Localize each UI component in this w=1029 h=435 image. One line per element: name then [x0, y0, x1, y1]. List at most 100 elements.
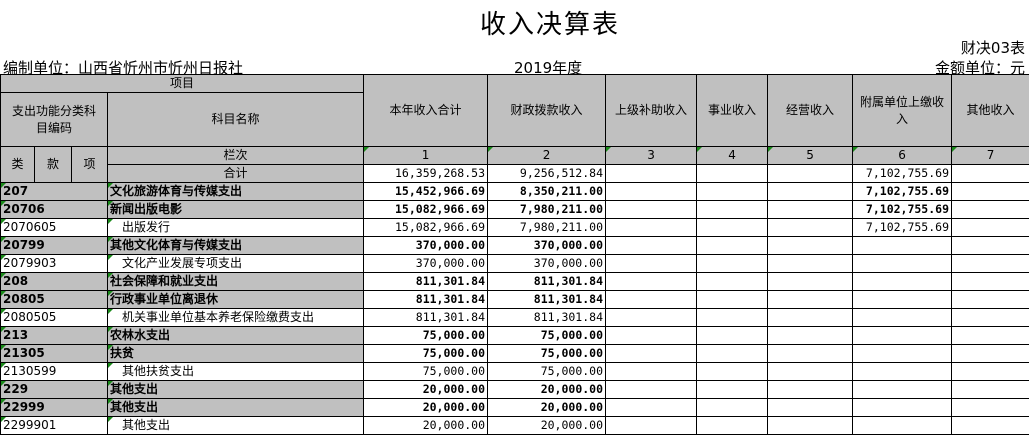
- value-cell[interactable]: [951, 326, 1029, 345]
- value-cell[interactable]: [605, 308, 698, 327]
- value-cell[interactable]: [852, 380, 953, 399]
- value-cell[interactable]: [767, 236, 854, 255]
- row-code[interactable]: 2080505: [0, 308, 108, 327]
- value-cell[interactable]: [605, 182, 698, 201]
- value-cell[interactable]: 75,000.00: [487, 362, 607, 381]
- value-cell[interactable]: [951, 398, 1029, 417]
- value-cell[interactable]: 811,301.84: [363, 308, 489, 327]
- value-cell[interactable]: [951, 218, 1029, 237]
- value-cell[interactable]: 20,000.00: [487, 380, 607, 399]
- total-cell[interactable]: [951, 164, 1029, 183]
- value-cell[interactable]: [696, 308, 769, 327]
- value-cell[interactable]: [951, 236, 1029, 255]
- value-cell[interactable]: 370,000.00: [487, 236, 607, 255]
- row-name[interactable]: 文化旅游体育与传媒支出: [106, 182, 365, 201]
- value-cell[interactable]: [767, 344, 854, 363]
- value-cell[interactable]: 7,102,755.69: [852, 200, 953, 219]
- value-cell[interactable]: 15,082,966.69: [363, 200, 489, 219]
- value-cell[interactable]: [951, 254, 1029, 273]
- row-code[interactable]: 22999: [0, 398, 108, 417]
- value-cell[interactable]: [852, 416, 953, 435]
- value-cell[interactable]: 7,102,755.69: [852, 218, 953, 237]
- value-cell[interactable]: 75,000.00: [363, 344, 489, 363]
- value-cell[interactable]: 20,000.00: [487, 398, 607, 417]
- value-cell[interactable]: [767, 254, 854, 273]
- value-cell[interactable]: 8,350,211.00: [487, 182, 607, 201]
- value-cell[interactable]: [605, 200, 698, 219]
- value-cell[interactable]: 75,000.00: [363, 362, 489, 381]
- row-name[interactable]: 其他支出: [106, 398, 365, 417]
- value-cell[interactable]: [852, 326, 953, 345]
- value-cell[interactable]: [696, 380, 769, 399]
- value-cell[interactable]: 811,301.84: [487, 290, 607, 309]
- value-cell[interactable]: 20,000.00: [363, 380, 489, 399]
- value-cell[interactable]: [852, 308, 953, 327]
- row-code[interactable]: 20706: [0, 200, 108, 219]
- value-cell[interactable]: [605, 362, 698, 381]
- row-code[interactable]: 2079903: [0, 254, 108, 273]
- value-cell[interactable]: 370,000.00: [487, 254, 607, 273]
- total-cell[interactable]: [696, 164, 769, 183]
- value-cell[interactable]: [951, 380, 1029, 399]
- value-cell[interactable]: [605, 416, 698, 435]
- value-cell[interactable]: 20,000.00: [363, 416, 489, 435]
- row-name[interactable]: 其他扶贫支出: [106, 362, 365, 381]
- value-cell[interactable]: [951, 290, 1029, 309]
- value-cell[interactable]: [852, 290, 953, 309]
- value-cell[interactable]: [696, 362, 769, 381]
- value-cell[interactable]: [767, 182, 854, 201]
- value-cell[interactable]: 75,000.00: [487, 326, 607, 345]
- value-cell[interactable]: 811,301.84: [487, 272, 607, 291]
- row-name[interactable]: 出版发行: [106, 218, 365, 237]
- value-cell[interactable]: 370,000.00: [363, 236, 489, 255]
- value-cell[interactable]: [605, 218, 698, 237]
- row-name[interactable]: 其他支出: [106, 380, 365, 399]
- value-cell[interactable]: 7,980,211.00: [487, 218, 607, 237]
- value-cell[interactable]: [852, 272, 953, 291]
- row-name[interactable]: 行政事业单位离退休: [106, 290, 365, 309]
- row-code[interactable]: 2299901: [0, 416, 108, 435]
- value-cell[interactable]: [767, 308, 854, 327]
- value-cell[interactable]: [605, 326, 698, 345]
- value-cell[interactable]: [767, 326, 854, 345]
- value-cell[interactable]: [696, 218, 769, 237]
- value-cell[interactable]: 20,000.00: [487, 416, 607, 435]
- row-name[interactable]: 社会保障和就业支出: [106, 272, 365, 291]
- value-cell[interactable]: [767, 416, 854, 435]
- value-cell[interactable]: [696, 200, 769, 219]
- row-name[interactable]: 新闻出版电影: [106, 200, 365, 219]
- value-cell[interactable]: [767, 380, 854, 399]
- value-cell[interactable]: [696, 416, 769, 435]
- total-cell[interactable]: 7,102,755.69: [852, 164, 953, 183]
- value-cell[interactable]: [951, 200, 1029, 219]
- value-cell[interactable]: [852, 344, 953, 363]
- value-cell[interactable]: [852, 236, 953, 255]
- value-cell[interactable]: [605, 380, 698, 399]
- value-cell[interactable]: [605, 236, 698, 255]
- row-name[interactable]: 其他文化体育与传媒支出: [106, 236, 365, 255]
- value-cell[interactable]: 7,102,755.69: [852, 182, 953, 201]
- value-cell[interactable]: [696, 236, 769, 255]
- value-cell[interactable]: [767, 272, 854, 291]
- total-cell[interactable]: 9,256,512.84: [487, 164, 607, 183]
- value-cell[interactable]: [696, 290, 769, 309]
- value-cell[interactable]: [605, 398, 698, 417]
- row-name[interactable]: 其他支出: [106, 416, 365, 435]
- value-cell[interactable]: [767, 200, 854, 219]
- value-cell[interactable]: [767, 362, 854, 381]
- value-cell[interactable]: 20,000.00: [363, 398, 489, 417]
- row-code[interactable]: 2070605: [0, 218, 108, 237]
- row-name[interactable]: 扶贫: [106, 344, 365, 363]
- value-cell[interactable]: [767, 290, 854, 309]
- value-cell[interactable]: [951, 272, 1029, 291]
- row-name[interactable]: 农林水支出: [106, 326, 365, 345]
- value-cell[interactable]: 7,980,211.00: [487, 200, 607, 219]
- row-code[interactable]: 20805: [0, 290, 108, 309]
- value-cell[interactable]: [951, 416, 1029, 435]
- value-cell[interactable]: [696, 398, 769, 417]
- value-cell[interactable]: [605, 344, 698, 363]
- value-cell[interactable]: 811,301.84: [363, 272, 489, 291]
- total-cell[interactable]: [605, 164, 698, 183]
- row-code[interactable]: 2130599: [0, 362, 108, 381]
- value-cell[interactable]: [951, 362, 1029, 381]
